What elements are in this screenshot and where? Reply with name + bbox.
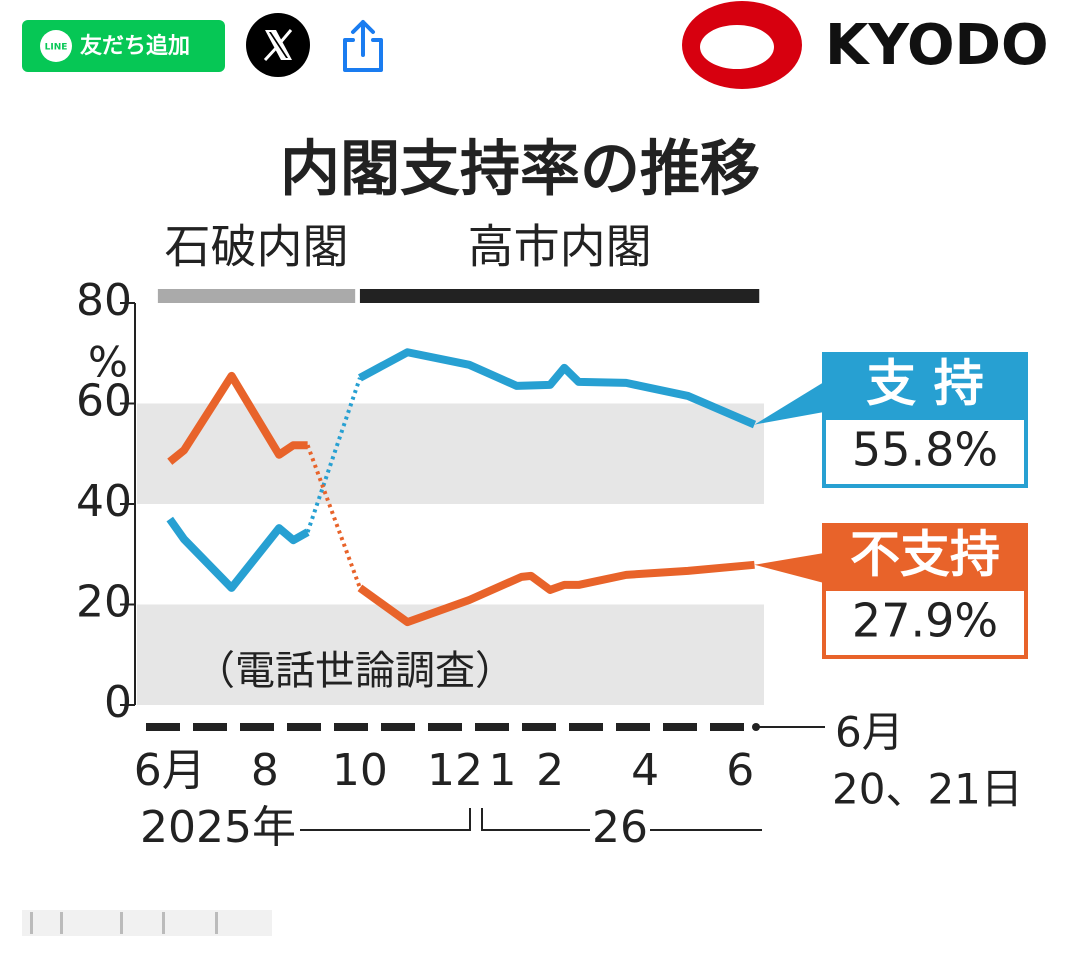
blur-mark xyxy=(120,912,123,934)
share-arrow[interactable] xyxy=(351,20,375,57)
cabinet-bar xyxy=(157,289,356,303)
cabinet-bar xyxy=(359,289,760,303)
legend-box xyxy=(822,352,1028,418)
band xyxy=(137,403,764,504)
y-tick-label: 20 xyxy=(76,577,132,628)
x-tick-label: 2 xyxy=(536,745,564,796)
share-box[interactable] xyxy=(343,38,383,72)
series-line xyxy=(166,516,310,592)
series-line xyxy=(357,560,755,627)
x-tick-label: 12 xyxy=(427,745,483,796)
legend-box xyxy=(822,523,1028,589)
year-label: 26 xyxy=(592,802,648,853)
label-pointer xyxy=(754,382,824,425)
blur-mark xyxy=(215,912,218,934)
x-tick-label: 6月 xyxy=(134,745,206,796)
value-box xyxy=(822,587,1028,659)
year-brackets xyxy=(300,726,825,831)
year-bracket-2025 xyxy=(300,808,471,831)
legend-label: 不支持 xyxy=(850,526,1000,584)
label-pointer xyxy=(754,553,824,583)
line-icon-text[interactable]: LINE xyxy=(45,43,68,53)
share-button[interactable] xyxy=(343,20,383,72)
blur-mark xyxy=(30,912,33,934)
y-unit: % xyxy=(88,338,128,387)
end-value-label: 27.9% xyxy=(852,594,998,648)
kyodo-logo: KYODO xyxy=(682,1,1049,89)
transition-connector xyxy=(305,444,362,589)
x-logo-inner[interactable] xyxy=(269,32,288,58)
survey-days: 20、21日 xyxy=(832,765,1023,814)
y-tick-label: 80 xyxy=(76,275,132,326)
year-bracket-2026 xyxy=(481,808,762,831)
y-tick-label: 40 xyxy=(76,476,132,527)
y-tick-label: 60 xyxy=(76,376,132,427)
blur-mark xyxy=(162,912,165,934)
line-button-bg[interactable] xyxy=(22,20,225,72)
x-tick-label: 6 xyxy=(726,745,754,796)
x-axis-end xyxy=(752,723,760,731)
y-tick-label: 0 xyxy=(104,677,132,728)
x-share-button[interactable] xyxy=(246,13,310,77)
survey-note: （電話世論調査） xyxy=(195,648,515,694)
legend-label: 支 持 xyxy=(866,355,983,413)
value-box xyxy=(822,416,1028,488)
chart-title: 内閣支持率の推移 xyxy=(280,135,760,205)
brand-name: KYODO xyxy=(825,13,1049,78)
series-line xyxy=(167,371,308,465)
blur-bg xyxy=(22,910,272,936)
survey-month: 6月 xyxy=(835,708,904,757)
x-tick-label: 8 xyxy=(251,745,279,796)
blur-mark xyxy=(60,912,63,934)
transition-connector xyxy=(305,377,362,533)
blurred-footer xyxy=(22,910,272,936)
series-line xyxy=(358,348,757,429)
line-icon[interactable] xyxy=(40,30,72,62)
end-value-label: 55.8% xyxy=(852,423,998,477)
x-tick-label: 10 xyxy=(332,745,388,796)
line-button-label[interactable]: 友だち追加 xyxy=(80,33,190,59)
year-label: 2025年 xyxy=(140,802,296,853)
x-logo-diag[interactable] xyxy=(263,29,293,62)
x-tick-label: 1 xyxy=(489,745,517,796)
cabinet-label: 高市内閣 xyxy=(468,220,652,274)
line-add-friend-button[interactable]: LINE 友だち追加 xyxy=(22,20,225,72)
cabinet-label: 石破内閣 xyxy=(165,220,349,274)
band xyxy=(137,604,764,705)
logo-ring-inner xyxy=(700,25,774,69)
x-tick-label: 4 xyxy=(631,745,659,796)
